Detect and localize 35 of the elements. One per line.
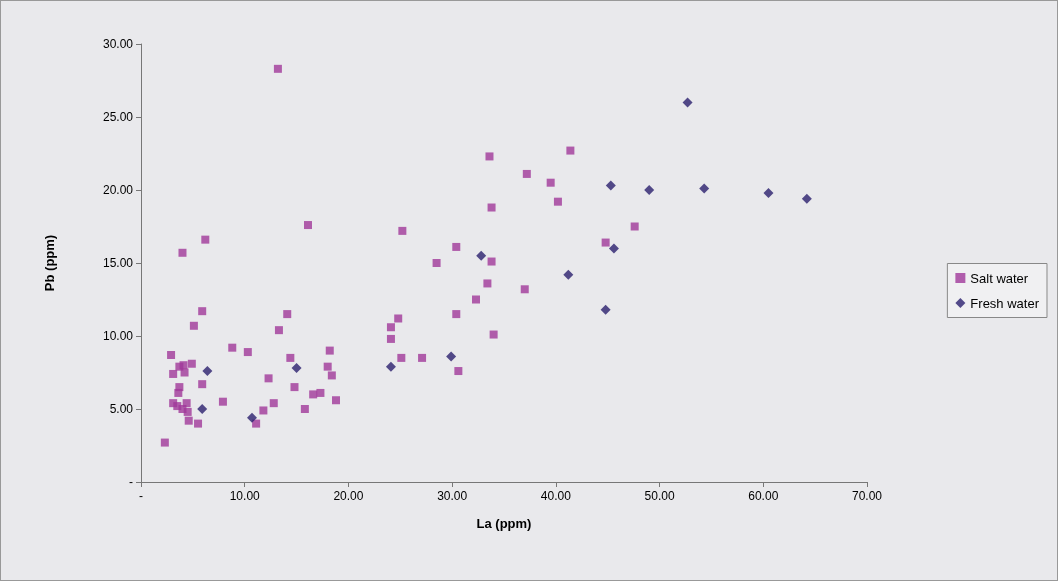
y-tick-label: 30.00 [102,37,134,51]
point [644,185,655,195]
point [385,361,396,372]
y-tick-label: 10.00 [102,329,134,343]
x-tick-label: 70.00 [851,489,883,503]
y-axis-title: Pb (ppm) [42,234,57,292]
y-tick-label: 25.00 [102,110,134,124]
x-tick-label: 30.00 [437,489,468,503]
point [476,250,487,261]
point [446,351,457,362]
point [605,180,616,191]
point [801,193,812,204]
point [763,187,774,198]
x-tick-label: 60.00 [748,489,779,503]
x-axis-title: La (ppm) [476,516,532,531]
point [291,363,302,374]
x-tick-label: 40.00 [540,489,572,503]
x-tick-label: 10.00 [229,489,261,503]
legend-label: Fresh water [970,295,1040,311]
x-tick-label: - [139,489,143,503]
x-tick-label: 50.00 [644,489,675,503]
point [699,183,710,194]
legend-label: Salt water [970,270,1029,286]
y-tick-label: - [129,475,133,489]
x-tick-label: 20.00 [333,489,364,503]
y-tick-label: 5.00 [109,402,134,416]
point [563,269,574,280]
point [682,97,693,108]
point [608,243,619,254]
y-tick-label: 20.00 [102,183,134,197]
point [246,412,257,423]
point [197,404,208,414]
y-tick-label: 15.00 [102,256,134,270]
point [600,304,611,315]
point [202,366,213,377]
